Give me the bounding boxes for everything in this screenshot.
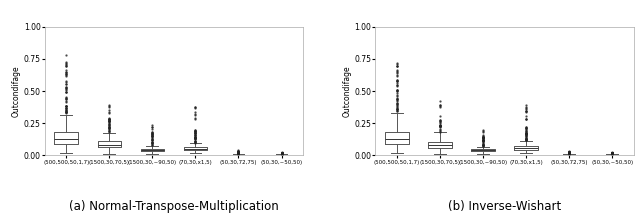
Y-axis label: Outcondifage: Outcondifage — [342, 65, 351, 117]
Text: (a) Normal-Transpose-Multiplication: (a) Normal-Transpose-Multiplication — [69, 200, 279, 213]
Y-axis label: Outcondifage: Outcondifage — [12, 65, 21, 117]
Text: (b) Inverse-Wishart: (b) Inverse-Wishart — [448, 200, 561, 213]
